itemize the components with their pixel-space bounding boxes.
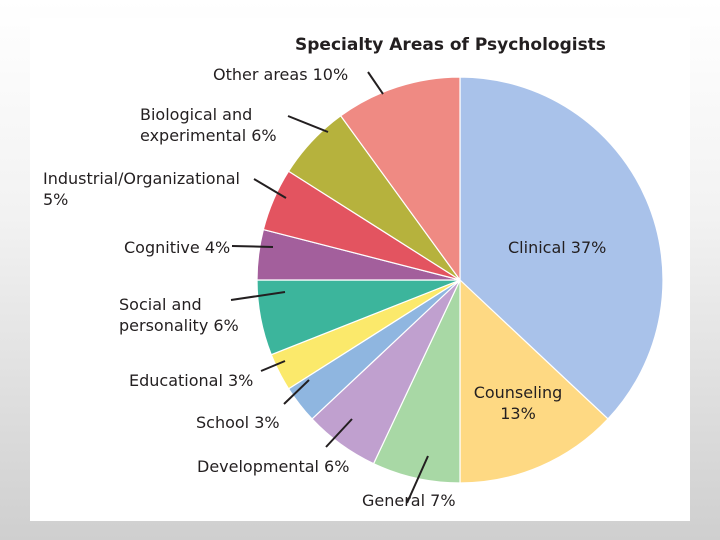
pie-chart: Specialty Areas of Psychologists Clinica… [43, 35, 664, 510]
leader-line-developmental [325, 418, 353, 448]
leader-line-other-areas [367, 71, 384, 95]
chart-title: Specialty Areas of Psychologists [295, 35, 606, 55]
slice-label-line: 5% [43, 190, 68, 209]
slice-counseling [459, 278, 609, 484]
slice-label-counseling: Counseling 13% [474, 383, 563, 423]
leader-line-general [406, 455, 429, 504]
slice-label-other-areas: Other areas 10% [213, 65, 348, 84]
slice-label-line: Industrial/Organizational [43, 169, 240, 188]
leader-line-industrial-organizational [253, 178, 287, 199]
slice-label-line: Cognitive 4% [124, 238, 230, 257]
slice-other-areas [339, 76, 461, 282]
slice-label-line: Educational 3% [129, 371, 253, 390]
slice-label-line: Social and [119, 295, 202, 314]
slice-label-line: experimental 6% [140, 126, 277, 145]
slice-label-line: 13% [500, 404, 536, 423]
slice-label-line: School 3% [196, 413, 280, 432]
slice-label-educational: Educational 3% [129, 371, 253, 390]
slice-label-industrial-organizational: Industrial/Organizational 5% [43, 169, 240, 209]
leader-line-school [283, 379, 310, 405]
slice-label-developmental: Developmental 6% [197, 457, 349, 476]
leader-line-social-and-personality [230, 291, 286, 301]
slide-panel: Specialty Areas of Psychologists Clinica… [30, 18, 690, 521]
slice-label-line: Clinical 37% [508, 238, 606, 257]
slice-label-cognitive: Cognitive 4% [124, 238, 230, 257]
leader-line-educational [260, 360, 286, 372]
slice-label-social-and-personality: Social and personality 6% [119, 295, 239, 335]
leader-line-biological-and-experimental [287, 115, 329, 133]
slice-label-general: General 7% [362, 491, 456, 510]
slice-label-line: Other areas 10% [213, 65, 348, 84]
slice-label-school: School 3% [196, 413, 280, 432]
slice-label-clinical: Clinical 37% [508, 238, 606, 257]
slice-label-line: Biological and [140, 105, 252, 124]
slice-label-line: General 7% [362, 491, 456, 510]
slice-label-line: personality 6% [119, 316, 239, 335]
slice-clinical [459, 76, 664, 420]
leader-line-cognitive [231, 245, 274, 248]
slice-label-line: Developmental 6% [197, 457, 349, 476]
slice-label-line: Counseling [474, 383, 563, 402]
slice-label-biological-and-experimental: Biological and experimental 6% [140, 105, 277, 145]
